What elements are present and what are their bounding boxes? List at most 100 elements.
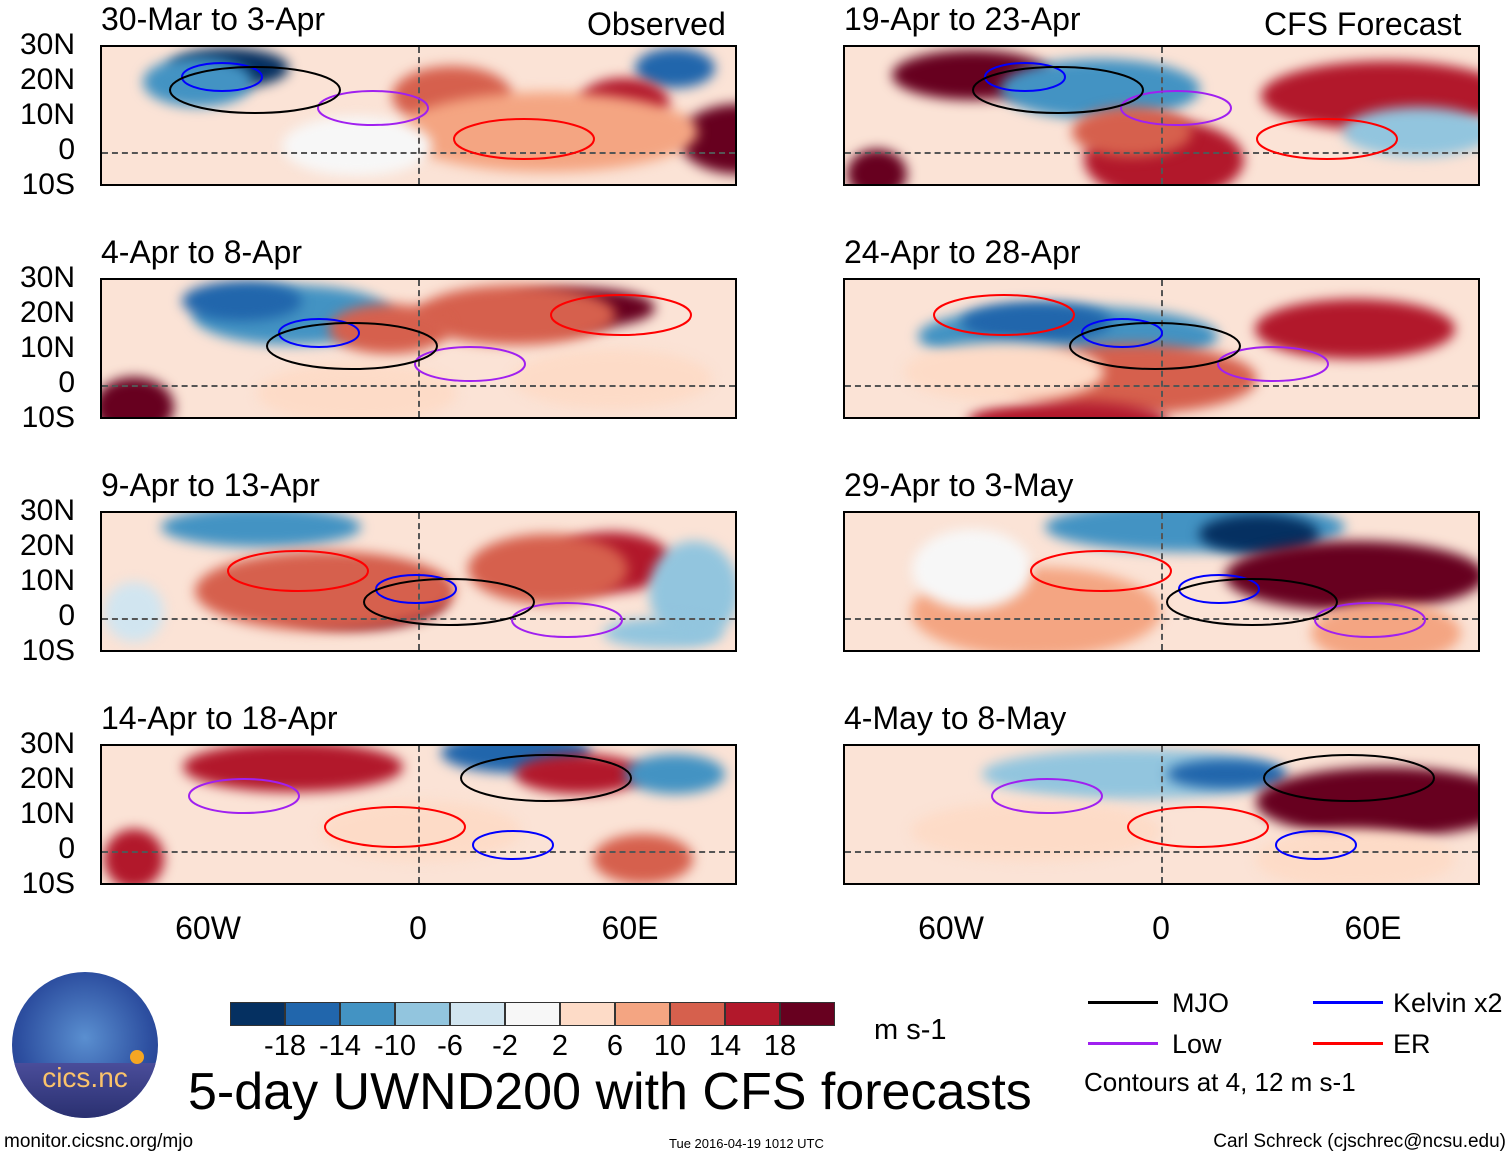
lat-label: 10N bbox=[19, 98, 75, 131]
colorbar-label: -10 bbox=[374, 1030, 416, 1062]
wind-anomaly-shading bbox=[182, 281, 303, 322]
panel-title: 30-Mar to 3-Apr bbox=[101, 1, 326, 37]
colorbar-box bbox=[780, 1002, 835, 1026]
wind-anomaly-shading bbox=[1343, 106, 1478, 157]
lon-label: 60E bbox=[1344, 910, 1402, 946]
lat-label: 10S bbox=[21, 401, 75, 434]
contour-line bbox=[375, 574, 457, 604]
contours bbox=[933, 294, 1329, 382]
panel-title: 9-Apr to 13-Apr bbox=[101, 467, 320, 503]
lat-label: 30N bbox=[19, 727, 75, 760]
contour-line bbox=[1120, 90, 1232, 126]
contour-line bbox=[1178, 574, 1260, 604]
map-panel bbox=[100, 45, 737, 186]
lat-label: 20N bbox=[19, 762, 75, 795]
wind-anomaly-shading bbox=[1224, 541, 1478, 612]
contour-line bbox=[1314, 602, 1426, 638]
forecast-label: CFS Forecast bbox=[1264, 6, 1462, 42]
panel-title: 24-Apr to 28-Apr bbox=[844, 234, 1081, 270]
contour-line bbox=[1081, 318, 1163, 348]
legend-mjo-label: MJO bbox=[1172, 988, 1229, 1018]
map-panel bbox=[843, 511, 1480, 652]
contours-note: Contours at 4, 12 m s-1 bbox=[1084, 1067, 1356, 1097]
colorbar-label: 10 bbox=[653, 1030, 687, 1062]
lat-label: 0 bbox=[58, 366, 75, 399]
figure-title: 5-day UWND200 with CFS forecasts bbox=[188, 1063, 1032, 1121]
panel-title: 19-Apr to 23-Apr bbox=[844, 1, 1081, 37]
lat-label: 30N bbox=[19, 494, 75, 527]
colorbar-box bbox=[670, 1002, 725, 1026]
contour-line bbox=[991, 778, 1103, 814]
contours bbox=[991, 754, 1435, 860]
lat-label: 10N bbox=[19, 331, 75, 364]
contour-line bbox=[933, 294, 1075, 336]
map-panel bbox=[843, 744, 1480, 885]
colorbar-label: -18 bbox=[264, 1030, 306, 1062]
wind-anomaly-shading bbox=[904, 341, 1105, 402]
contour-line bbox=[1166, 578, 1338, 626]
panel-title: 4-May to 8-May bbox=[844, 700, 1067, 736]
lat-label: 10S bbox=[21, 168, 75, 201]
wind-anomaly-shading bbox=[846, 148, 907, 184]
lat-label: 0 bbox=[58, 599, 75, 632]
footer-timestamp: Tue 2016-04-19 1012 UTC bbox=[669, 1136, 824, 1151]
lat-label: 30N bbox=[19, 28, 75, 61]
contour-line bbox=[363, 578, 535, 626]
wind-anomaly-shading bbox=[961, 302, 1112, 343]
lon-label: 60E bbox=[601, 910, 659, 946]
wind-anomaly-shading bbox=[1071, 106, 1192, 157]
contours bbox=[266, 294, 692, 382]
wind-anomaly-shading bbox=[1254, 299, 1455, 360]
lat-label: 20N bbox=[19, 529, 75, 562]
contour-line bbox=[453, 118, 595, 160]
legend-low-line bbox=[1088, 1042, 1158, 1045]
prime-meridian-line bbox=[1161, 47, 1163, 184]
wind-anomaly-shading bbox=[256, 362, 457, 417]
legend-er-line bbox=[1313, 1042, 1383, 1045]
map-panel bbox=[100, 278, 737, 419]
contour-line bbox=[266, 322, 438, 370]
colorbar-box bbox=[725, 1002, 780, 1026]
wind-anomaly-shading bbox=[103, 581, 164, 642]
prime-meridian-line bbox=[1161, 280, 1163, 417]
wind-anomaly-shading bbox=[281, 115, 432, 176]
lon-label: 0 bbox=[1152, 910, 1170, 946]
lat-label: 10N bbox=[19, 564, 75, 597]
prime-meridian-line bbox=[418, 280, 420, 417]
map-panel bbox=[100, 511, 737, 652]
wind-anomaly-shading bbox=[103, 828, 164, 883]
wind-anomaly-shading bbox=[593, 833, 694, 883]
lon-label: 60W bbox=[175, 910, 241, 946]
contours bbox=[169, 62, 595, 160]
contours bbox=[188, 754, 632, 860]
colorbar-label: 14 bbox=[708, 1030, 742, 1062]
wind-anomaly-shading bbox=[911, 800, 1162, 861]
contour-line bbox=[1127, 806, 1269, 848]
contour-line bbox=[1275, 830, 1357, 860]
prime-meridian-line bbox=[418, 746, 420, 883]
wind-anomaly-shading bbox=[511, 348, 712, 409]
contour-line bbox=[414, 346, 526, 382]
lon-label: 60W bbox=[918, 910, 984, 946]
units-label: m s-1 bbox=[874, 1014, 947, 1046]
legend-er-label: ER bbox=[1393, 1029, 1431, 1059]
contour-line bbox=[188, 778, 300, 814]
lat-label: 10S bbox=[21, 634, 75, 667]
wind-anomaly-shading bbox=[467, 534, 628, 605]
wind-anomaly-shading bbox=[161, 513, 362, 548]
contour-line bbox=[972, 66, 1144, 114]
contour-line bbox=[324, 806, 466, 848]
colorbar-box bbox=[450, 1002, 505, 1026]
panel-title: 29-Apr to 3-May bbox=[844, 467, 1074, 503]
lat-label: 0 bbox=[58, 832, 75, 865]
footer-author: Carl Schreck (cjschrec@ncsu.edu) bbox=[1213, 1131, 1506, 1152]
colorbar-label: 18 bbox=[763, 1030, 797, 1062]
contour-line bbox=[227, 550, 369, 592]
wind-anomaly-shading bbox=[967, 401, 1168, 417]
contour-line bbox=[1256, 118, 1398, 160]
cicsnc-logo: cics.nc bbox=[12, 972, 158, 1118]
footer-url[interactable]: monitor.cicsnc.org/mjo bbox=[4, 1131, 194, 1152]
panel-title: 4-Apr to 8-Apr bbox=[101, 234, 302, 270]
panel-title: 14-Apr to 18-Apr bbox=[101, 700, 338, 736]
